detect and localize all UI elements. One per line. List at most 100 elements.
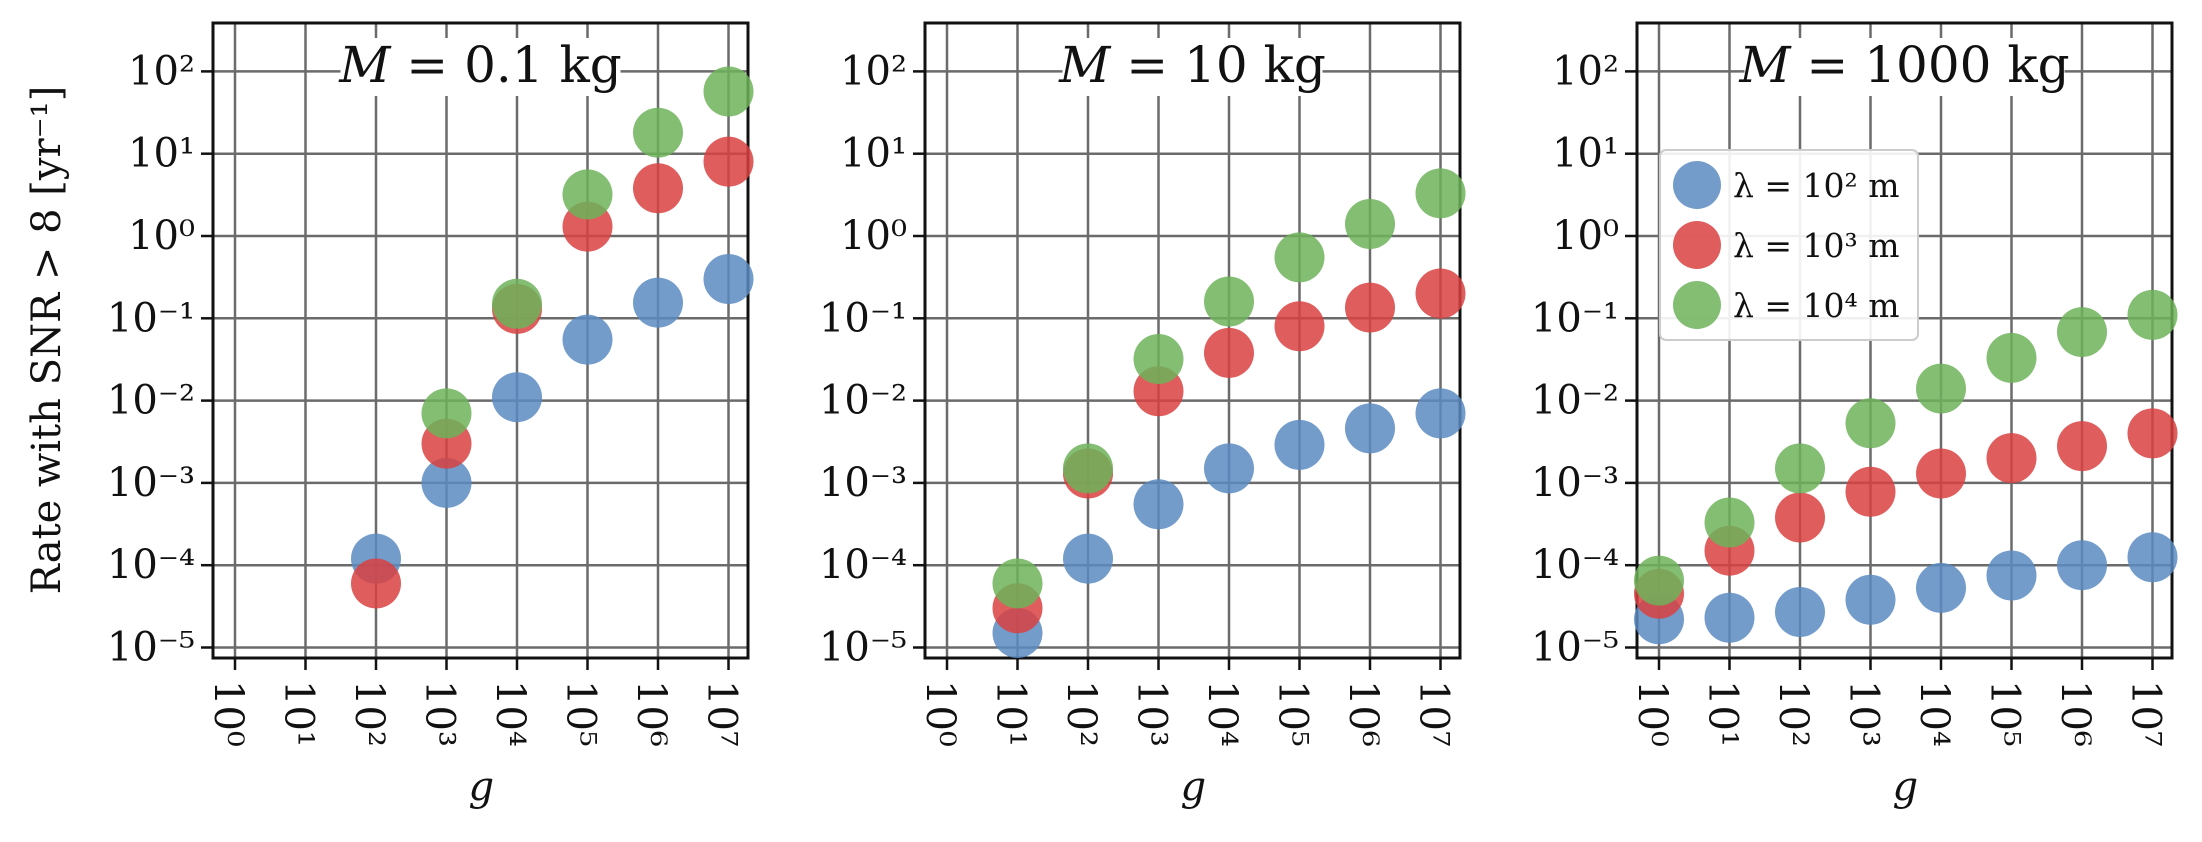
data-point	[1916, 363, 1966, 414]
y-tick-label: 10⁻²	[107, 378, 195, 424]
y-tick-label: 10⁻⁵	[107, 625, 195, 671]
y-tick-label: 10⁻²	[1531, 378, 1619, 424]
y-tick-label: 10¹	[128, 131, 195, 177]
panel-title: M = 0.1 kg	[338, 36, 622, 94]
y-tick-label: 10⁻⁴	[1531, 542, 1619, 588]
data-point	[1986, 550, 2037, 601]
series-1	[992, 388, 1466, 659]
data-point	[633, 163, 683, 214]
y-tick-label: 10²	[128, 48, 195, 94]
data-point	[1204, 327, 1254, 378]
data-point	[1204, 443, 1254, 494]
series-3	[1634, 289, 2178, 606]
data-point	[1775, 586, 1825, 637]
series-1	[351, 254, 754, 584]
x-tick-label: 10⁰	[1629, 680, 1675, 747]
data-point	[2127, 289, 2178, 340]
y-tick-label: 10⁻³	[107, 460, 195, 506]
x-tick-label: 10³	[1129, 680, 1175, 747]
data-point	[1704, 592, 1755, 643]
title-text: = 1000 kg	[1791, 36, 2070, 94]
y-axis-label: Rate with SNR > 8 [yr⁻¹]	[24, 86, 70, 595]
y-tick-label: 10⁰	[840, 213, 907, 259]
x-tick-label: 10⁷	[699, 680, 745, 747]
panel-3: 10⁰ 10¹ 10² 10³ 10⁴ 10⁵ 10⁶ 10⁷ 10⁻⁵ 10⁻⁴ 10⁻³ 10⁻²…	[1531, 21, 2178, 810]
x-tick-label: 10⁰	[917, 680, 963, 747]
x-tick-label: 10⁶	[2052, 680, 2098, 747]
x-tick-label: 10¹	[276, 680, 322, 747]
data-point	[1916, 448, 1966, 499]
title-backdrop	[1062, 38, 1323, 96]
x-tick-label: 10⁵	[1982, 680, 2028, 747]
data-point	[1916, 562, 1966, 613]
y-tick-label: 10¹	[840, 131, 907, 177]
series-2	[351, 136, 754, 609]
y-tick-label: 10⁻²	[819, 378, 907, 424]
panel-1: 10⁰ 10¹ 10² 10³ 10⁴ 10⁵ 10⁶ 10⁷ 10⁻⁵ 10⁻⁴ 10⁻³ 10⁻²…	[24, 21, 754, 810]
x-tick-label: 10²	[1770, 680, 1816, 747]
data-point	[421, 457, 472, 508]
legend-marker	[1673, 281, 1721, 329]
title-symbol: M	[1738, 36, 1792, 94]
data-point	[1775, 443, 1825, 494]
data-point	[1845, 466, 1896, 517]
x-tick-label: 10²	[346, 680, 392, 747]
data-point	[1063, 533, 1113, 584]
data-point	[1415, 388, 1466, 439]
data-point	[421, 388, 472, 439]
data-point	[492, 278, 542, 329]
x-tick-label: 10⁴	[1199, 680, 1245, 747]
x-tick-label: 10⁶	[1340, 680, 1386, 747]
data-point	[1345, 403, 1395, 454]
y-tick-label: 10⁻⁵	[819, 625, 907, 671]
data-point	[1345, 198, 1395, 249]
x-tick-label: 10⁵	[558, 680, 604, 747]
y-tick-label: 10⁻³	[819, 460, 907, 506]
legend-box	[1659, 149, 1919, 341]
axes-frame	[211, 21, 750, 660]
x-tick-label: 10¹	[1700, 680, 1746, 747]
x-tick-label: 10²	[1058, 680, 1104, 747]
title-backdrop	[340, 38, 621, 96]
title-symbol: M	[1058, 36, 1112, 94]
data-point	[1986, 332, 2037, 383]
data-point	[1274, 419, 1325, 470]
legend[interactable]: λ = 10² m λ = 10³ m λ = 10⁴ m	[1659, 149, 1919, 341]
x-tick-label: 10⁷	[1411, 680, 1457, 747]
y-tick-label: 10⁰	[128, 213, 195, 259]
y-tick-label: 10⁻⁴	[107, 542, 195, 588]
series-3	[421, 66, 754, 439]
series-3	[992, 168, 1466, 609]
data-point	[633, 277, 683, 328]
data-point	[703, 66, 754, 117]
data-point	[1204, 276, 1254, 327]
legend-label: λ = 10² m	[1733, 166, 1900, 205]
panel-2: 10⁰ 10¹ 10² 10³ 10⁴ 10⁵ 10⁶ 10⁷ 10⁻⁵ 10⁻⁴ 10⁻³ 10⁻²…	[819, 21, 1466, 810]
data-point	[492, 372, 542, 423]
x-axis-label: g	[1893, 764, 1919, 810]
x-tick-label: 10⁶	[628, 680, 674, 747]
data-point	[2127, 532, 2178, 583]
data-point	[2057, 540, 2107, 591]
y-tick-label: 10²	[840, 48, 907, 94]
data-point	[1704, 497, 1755, 548]
x-axis-label: g	[469, 764, 495, 810]
data-point	[1063, 443, 1113, 494]
data-point	[562, 314, 613, 365]
data-point	[1274, 232, 1325, 283]
y-tick-label: 10⁻¹	[819, 295, 907, 341]
legend-label: λ = 10⁴ m	[1733, 286, 1900, 325]
x-tick-label: 10³	[1841, 680, 1887, 747]
y-tick-label: 10⁻⁴	[819, 542, 907, 588]
axes-frame	[923, 21, 1462, 660]
data-point	[2127, 408, 2178, 459]
data-point	[1986, 433, 2037, 484]
data-point	[1845, 398, 1896, 449]
panel-title: M = 10 kg	[1058, 36, 1326, 94]
x-axis-label: g	[1181, 764, 1207, 810]
x-tick-label: 10³	[417, 680, 463, 747]
title-text: = 10 kg	[1110, 36, 1326, 94]
data-point	[1775, 492, 1825, 543]
y-tick-label: 10⁻¹	[1531, 295, 1619, 341]
